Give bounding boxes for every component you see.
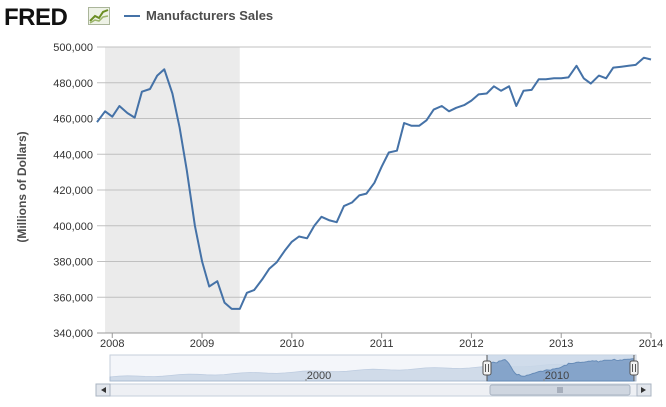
navigator-label-2000: 2000 [307,370,331,382]
y-tick-label: 400,000 [53,221,93,233]
y-tick-label: 420,000 [53,185,93,197]
chart-legend[interactable]: Manufacturers Sales [124,8,273,23]
x-tick-label: 2008 [100,338,124,350]
handle-body [482,360,492,376]
y-tick-label: 500,000 [53,42,93,54]
arrow-left-icon[interactable] [95,383,111,397]
x-tick-label: 2013 [549,338,573,350]
y-tick-label: 380,000 [53,257,93,269]
navigator-label-2010: 2010 [545,370,569,382]
y-tick-label: 460,000 [53,114,93,126]
series-line[interactable] [96,56,652,310]
fred-chart-icon [88,7,110,25]
y-tick-label: 340,000 [53,328,93,340]
arrow-right-glyph [641,387,646,393]
x-tick-label: 2009 [190,338,214,350]
fred-logo[interactable]: FRED [4,4,68,31]
navigator-selected-series [486,358,635,382]
arrow-right-icon[interactable] [636,383,652,397]
handle-body [629,360,639,376]
y-tick-label: 480,000 [53,78,93,90]
x-tick-label: 2014 [639,338,663,350]
grip-handle-icon[interactable] [629,355,639,381]
y-tick-label: 360,000 [53,292,93,304]
arrow-left-glyph [101,387,106,393]
grip-handle-icon[interactable] [482,355,492,381]
legend-series-label: Manufacturers Sales [146,8,274,23]
legend-series-line [124,14,140,17]
x-tick-label: 2010 [280,338,304,350]
x-tick-label: 2011 [370,338,394,350]
x-tick-label: 2012 [459,338,483,350]
y-tick-label: 440,000 [53,149,93,161]
